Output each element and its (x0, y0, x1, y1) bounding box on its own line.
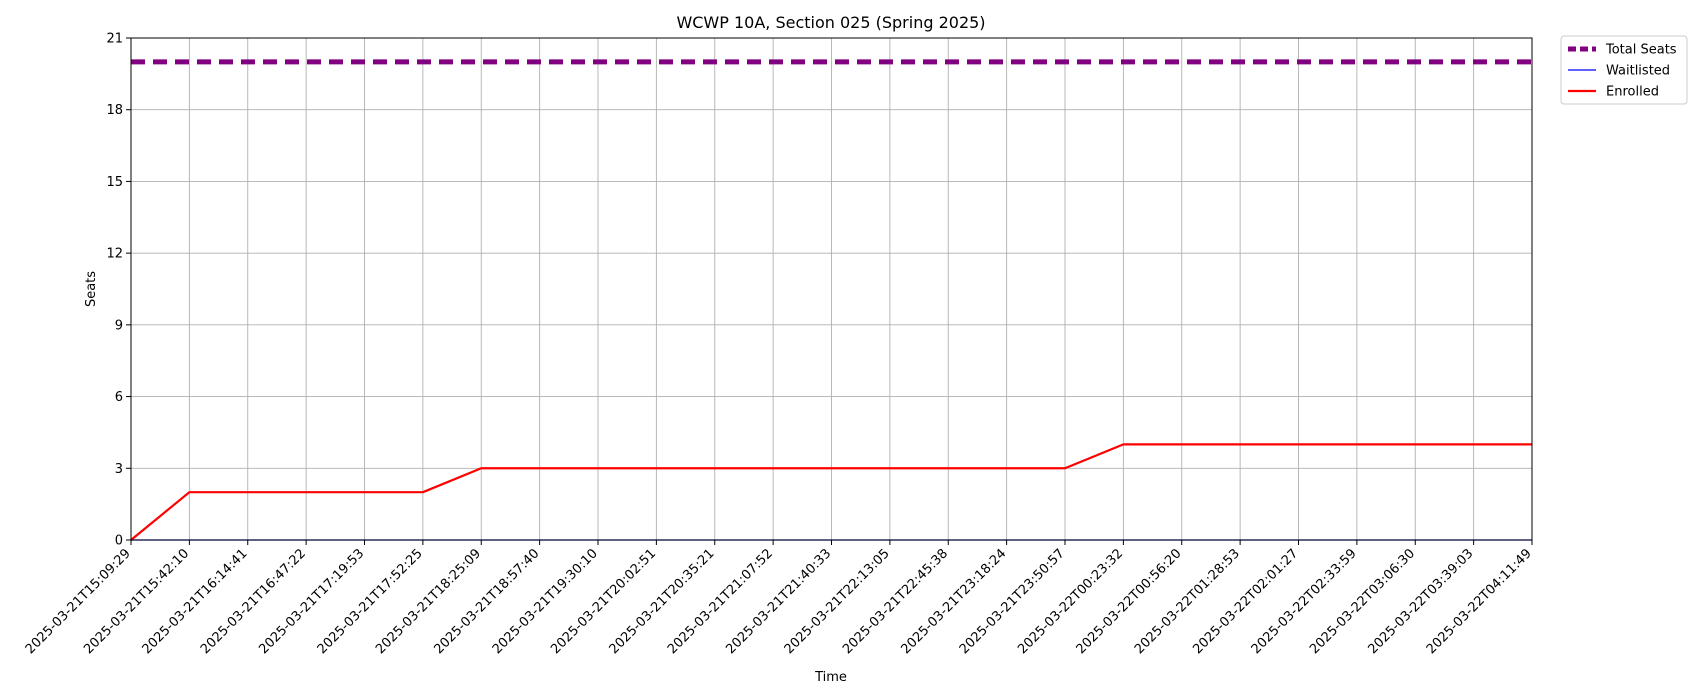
y-tick-label: 0 (115, 534, 123, 549)
chart-title: WCWP 10A, Section 025 (Spring 2025) (676, 13, 985, 32)
x-tick-label: 2025-03-21T21:07:52 (665, 546, 776, 657)
legend-label: Total Seats (1605, 43, 1677, 58)
y-tick-label: 21 (106, 32, 123, 47)
x-tick-label: 2025-03-22T01:28:53 (1132, 546, 1243, 657)
x-tick-label: 2025-03-21T17:52:25 (315, 546, 426, 657)
y-tick-label: 9 (115, 318, 123, 333)
x-axis: 2025-03-21T15:09:292025-03-21T15:42:1020… (23, 540, 1535, 657)
grid (130, 37, 1533, 541)
x-tick-label: 2025-03-21T20:35:21 (607, 546, 718, 657)
y-axis: 0 3 6 9 12 15 18 21 (106, 32, 131, 549)
x-tick-label: 2025-03-22T03:06:30 (1307, 546, 1418, 657)
x-tick-label: 2025-03-21T23:50:57 (957, 546, 1068, 657)
x-tick-label: 2025-03-22T03:39:03 (1366, 546, 1477, 657)
x-tick-label: 2025-03-21T16:47:22 (198, 546, 309, 657)
y-tick-label: 15 (106, 175, 123, 190)
x-tick-label: 2025-03-21T17:19:53 (256, 546, 367, 657)
x-tick-label: 2025-03-22T02:01:27 (1190, 546, 1301, 657)
x-tick-label: 2025-03-21T22:13:05 (782, 546, 893, 657)
y-tick-label: 18 (106, 103, 123, 118)
x-tick-label: 2025-03-22T00:23:32 (1015, 546, 1126, 657)
x-tick-label: 2025-03-21T15:42:10 (81, 546, 192, 657)
x-tick-label: 2025-03-21T18:25:09 (373, 546, 484, 657)
x-tick-label: 2025-03-21T20:02:51 (548, 546, 659, 657)
x-tick-label: 2025-03-21T21:40:33 (723, 546, 834, 657)
x-tick-label: 2025-03-21T19:30:10 (490, 546, 601, 657)
x-tick-label: 2025-03-22T00:56:20 (1074, 546, 1185, 657)
x-tick-label: 2025-03-21T23:18:24 (899, 546, 1010, 657)
x-tick-label: 2025-03-22T04:11:49 (1424, 546, 1535, 657)
x-tick-label: 2025-03-22T02:33:59 (1249, 546, 1360, 657)
y-axis-label: Seats (84, 271, 99, 307)
series-line-enrolled (130, 443, 1532, 541)
y-tick-label: 12 (106, 247, 123, 262)
x-tick-label: 2025-03-21T22:45:38 (840, 546, 951, 657)
y-tick-label: 3 (115, 462, 123, 477)
legend-label: Waitlisted (1606, 64, 1670, 79)
x-tick-label: 2025-03-21T18:57:40 (432, 546, 543, 657)
x-tick-label: 2025-03-21T15:09:29 (23, 546, 134, 657)
legend-frame (1560, 35, 1688, 105)
legend: Total Seats Waitlisted Enrolled (1560, 35, 1688, 105)
legend-label: Enrolled (1606, 85, 1659, 100)
x-tick-label: 2025-03-21T16:14:41 (140, 546, 251, 657)
y-tick-label: 6 (115, 390, 123, 405)
x-axis-label: Time (814, 670, 847, 685)
